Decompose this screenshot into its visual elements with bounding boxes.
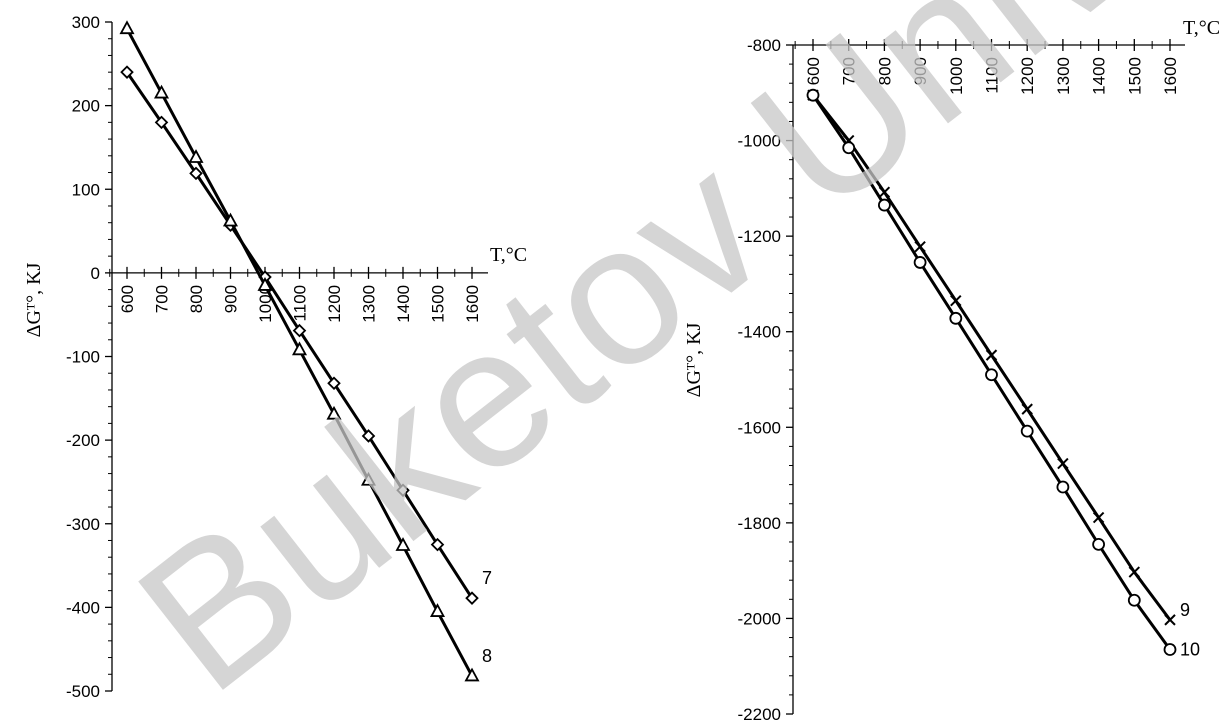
x-tick-label: 1400 <box>1090 57 1109 95</box>
series-9-point <box>1057 457 1069 470</box>
x-tick-label: 1200 <box>325 285 344 323</box>
series-7-point <box>292 323 307 338</box>
y-tick-label: 200 <box>72 97 100 116</box>
series-9-point <box>878 186 891 198</box>
series-8-point <box>222 212 239 227</box>
series-8-point <box>395 537 411 551</box>
y-tick-label: -500 <box>66 682 100 701</box>
series-7-point <box>189 166 203 181</box>
x-tick-label: 1100 <box>291 285 310 322</box>
series-9-point <box>1021 403 1033 415</box>
y-axis-title: ΔGᵀ°, KJ <box>683 322 705 397</box>
series-7-label: 7 <box>482 568 492 588</box>
x-tick-label: 1400 <box>394 285 413 323</box>
series-10-point <box>878 198 891 212</box>
y-tick-label: -800 <box>747 36 781 55</box>
y-tick-label: -200 <box>66 431 100 450</box>
x-tick-label: 1200 <box>1018 57 1037 95</box>
series-7-point <box>120 65 134 79</box>
x-axis-title: T,°C <box>1183 17 1220 39</box>
x-tick-label: 1500 <box>429 285 448 323</box>
series-8-point <box>291 341 308 356</box>
series-10-point <box>1056 480 1070 494</box>
series-9-point <box>1092 511 1105 524</box>
series-8-point <box>119 20 135 35</box>
x-tick-label: 700 <box>153 285 172 313</box>
watermark-text: Buketov Unive <box>99 0 1229 722</box>
x-tick-label: 1000 <box>947 57 966 95</box>
series-10-point <box>1127 593 1141 607</box>
y-tick-label: -2200 <box>738 705 781 722</box>
y-tick-label: 300 <box>72 13 100 32</box>
series-8-point <box>360 471 377 486</box>
series-7-point <box>154 115 169 130</box>
x-tick-label: 800 <box>187 285 206 313</box>
chart-left: 300 200 100 0 -100 -200 -300 -400 -500 600 700 800 9… <box>23 13 527 701</box>
y-tick-label: -100 <box>66 348 100 367</box>
series-10-point <box>985 368 998 382</box>
series-7-point <box>430 537 445 552</box>
y-tick-label: -1800 <box>738 514 781 533</box>
y-tick-label: -1400 <box>738 323 781 342</box>
x-tick-label: 1300 <box>1054 57 1073 95</box>
y-tick-label: -1600 <box>738 418 781 437</box>
y-tick-label: -400 <box>66 598 100 617</box>
series-7-point <box>327 376 341 391</box>
x-tick-label: 900 <box>911 57 930 85</box>
series-8-point <box>326 405 342 420</box>
y-tick-label: -2000 <box>738 609 781 628</box>
x-tick-label: 800 <box>875 57 894 85</box>
series-9-label: 9 <box>1180 600 1190 620</box>
y-tick-label: 0 <box>91 264 100 283</box>
series-9-point <box>950 294 962 307</box>
series-10-point <box>842 141 856 155</box>
y-tick-label: -300 <box>66 515 100 534</box>
series-7-point <box>465 591 479 605</box>
series-10-point <box>1092 537 1105 551</box>
x-tick-label: 1300 <box>360 285 379 323</box>
series-8-point <box>188 149 204 163</box>
x-tick-label: 600 <box>804 57 823 85</box>
x-tick-label: 700 <box>840 57 859 85</box>
x-axis-title: T,°C <box>490 244 527 266</box>
x-tick-label: 1500 <box>1125 57 1144 95</box>
series-10-label: 10 <box>1180 639 1200 659</box>
chart-right: -800 -1000 -1200 -1400 -1600 -1800 -2000 -2200 6… <box>683 17 1220 722</box>
series-8-point <box>257 277 273 291</box>
series-7-point <box>396 483 410 498</box>
series-8-point <box>429 603 446 617</box>
series-8-point <box>153 84 170 99</box>
x-tick-label: 900 <box>222 285 241 313</box>
y-tick-label: 100 <box>72 180 100 199</box>
series-7-point <box>361 429 376 443</box>
x-tick-label: 1600 <box>1161 57 1180 95</box>
series-9-point <box>1164 614 1176 626</box>
x-tick-label: 1100 <box>983 57 1002 94</box>
series-9-point <box>1128 566 1141 578</box>
series-10-point <box>1020 424 1034 438</box>
x-tick-label: 1600 <box>463 285 482 323</box>
y-tick-label: -1000 <box>738 132 781 151</box>
series-9-point <box>914 240 926 253</box>
series-10-point <box>806 88 820 102</box>
series-10-point <box>1163 643 1177 656</box>
series-8-point <box>464 667 480 682</box>
series-9-point <box>985 349 998 361</box>
series-10-point <box>949 311 963 325</box>
y-tick-label: -1200 <box>738 227 781 246</box>
series-8-label: 8 <box>482 646 492 666</box>
y-axis-title: ΔGᵀ°, KJ <box>23 262 45 337</box>
series-10-point <box>913 256 927 269</box>
x-tick-label: 600 <box>118 285 137 313</box>
